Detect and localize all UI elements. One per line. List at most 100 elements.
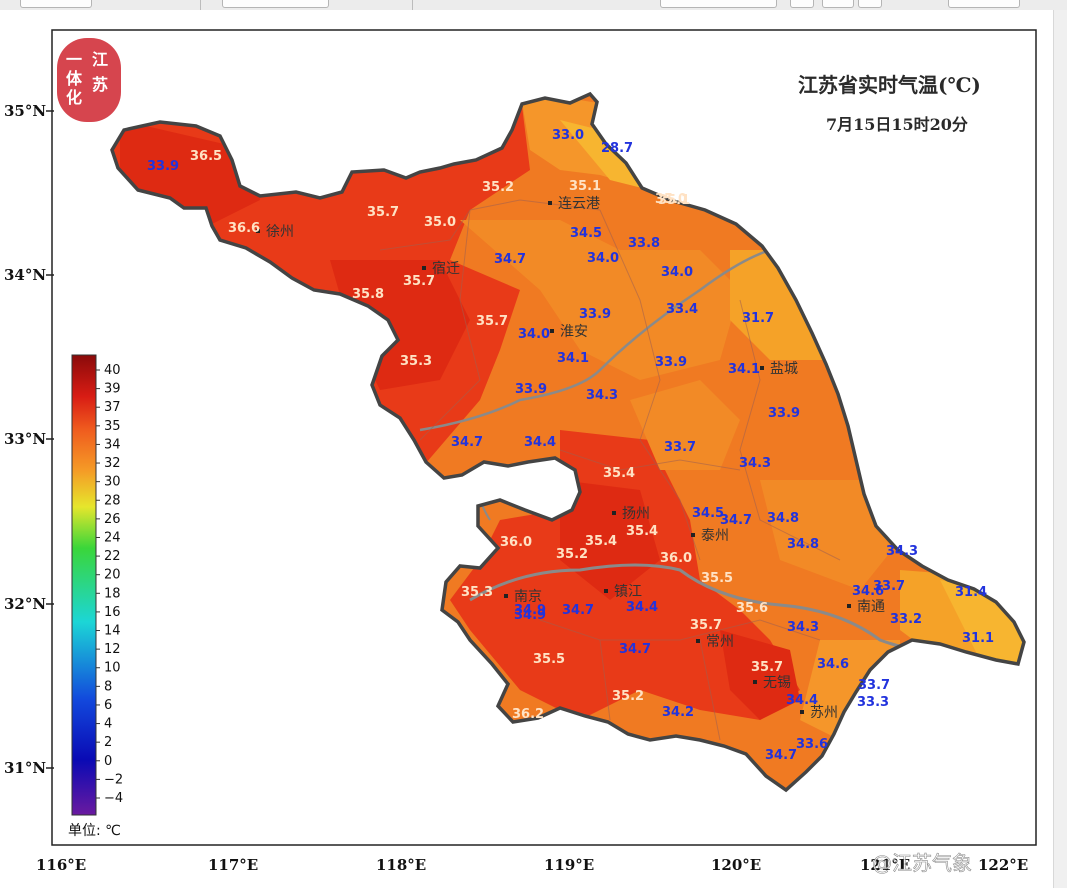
city-marker (696, 639, 700, 643)
station-temperature: 35.6 (736, 601, 768, 616)
station-temperature: 33.6 (796, 737, 828, 752)
station-temperature: 36.0 (500, 535, 532, 550)
station-temperature: 35.4 (626, 524, 658, 539)
toolbar-button[interactable] (660, 0, 777, 8)
lon-label-119: 119°E (544, 856, 594, 874)
station-temperature: 35.3 (400, 354, 432, 369)
station-temperature: 36.0 (660, 551, 692, 566)
toolbar-button[interactable] (948, 0, 1020, 8)
lon-label-118: 118°E (376, 856, 426, 874)
station-temperature: 34.7 (494, 252, 526, 267)
station-temperature: 34.0 (661, 265, 693, 280)
station-temperature: 35.2 (482, 180, 514, 195)
city-label: 南京 (514, 589, 542, 605)
city-label: 常州 (706, 634, 734, 650)
station-temperature: 33.9 (515, 382, 547, 397)
station-temperature: 36.5 (190, 149, 222, 164)
svg-text:苏: 苏 (92, 75, 108, 94)
station-temperature: 33.0 (552, 128, 584, 143)
legend-tick-label: 2 (104, 735, 112, 750)
station-temperature: 34.5 (692, 506, 724, 521)
station-temperature: 35.1 (569, 179, 601, 194)
station-temperature: 33.7 (664, 440, 696, 455)
svg-text:体: 体 (66, 69, 83, 88)
toolbar-button[interactable] (790, 0, 814, 8)
legend-tick-label: 20 (104, 568, 121, 583)
svg-text:化: 化 (66, 88, 82, 107)
station-temperature: 34.9 (514, 608, 546, 623)
longitude-axis: 116°E 117°E 118°E 119°E 120°E 121°E 122°… (36, 856, 1028, 874)
legend-tick-label: 14 (104, 624, 121, 639)
legend-tick-label: 8 (104, 679, 112, 694)
legend-tick-label: −4 (104, 791, 123, 806)
legend-tick-label: 26 (104, 512, 121, 527)
city-marker (550, 329, 554, 333)
station-temperature: 34.7 (562, 603, 594, 618)
station-temperature: 33.7 (858, 678, 890, 693)
station-temperature: 34.4 (524, 435, 556, 450)
city-marker (800, 710, 804, 714)
station-temperature: 35.3 (461, 585, 493, 600)
toolbar-button[interactable] (20, 0, 92, 8)
station-temperature: 31.1 (962, 631, 994, 646)
station-temperature: 35.7 (403, 274, 435, 289)
city-marker (691, 533, 695, 537)
station-temperature: 33.2 (890, 612, 922, 627)
city-marker (422, 266, 426, 270)
station-temperature: 33.7 (873, 579, 905, 594)
latitude-axis: 35°N 34°N 33°N 32°N 31°N (4, 102, 54, 777)
lat-label-35: 35°N (4, 102, 46, 120)
lat-label-31: 31°N (4, 759, 46, 777)
station-temperature: 35.5 (701, 571, 733, 586)
legend-tick-label: 12 (104, 642, 121, 657)
station-temperature: 34.9 (514, 603, 546, 618)
station-temperature: 34.1 (557, 351, 589, 366)
station-temperature: 34.3 (787, 620, 819, 635)
legend-tick-label: 4 (104, 717, 112, 732)
legend-tick-label: 40 (104, 363, 121, 378)
station-temperature: 35.7 (690, 618, 722, 633)
station-temperature: 34.7 (619, 642, 651, 657)
station-temperature: 34.7 (765, 748, 797, 763)
station-temperature: 35.4 (585, 534, 617, 549)
city-label: 宿迁 (432, 260, 460, 277)
lon-label-120: 120°E (711, 856, 761, 874)
color-legend: 403937353432302826242220181614121086420−… (68, 354, 123, 839)
city-marker (612, 511, 616, 515)
legend-tick-label: 39 (104, 382, 121, 397)
toolbar-button[interactable] (822, 0, 854, 8)
lon-label-121: 121°E (860, 856, 910, 874)
legend-tick-label: 6 (104, 698, 112, 713)
lat-label-34: 34°N (4, 266, 46, 284)
city-marker (256, 229, 260, 233)
station-temperature: 35.2 (556, 547, 588, 562)
station-temperature: 34.6 (817, 657, 849, 672)
station-temperature: 31.4 (955, 585, 987, 600)
station-temperature: 34.5 (570, 226, 602, 241)
legend-tick-label: −2 (104, 772, 123, 787)
city-label: 徐州 (266, 224, 294, 240)
station-temperature: 35.7 (367, 205, 399, 220)
station-temperature: 34.8 (787, 537, 819, 552)
toolbar-button[interactable] (858, 0, 882, 8)
station-temperature: 33.9 (579, 307, 611, 322)
station-temperature: 36.2 (512, 707, 544, 722)
city-label: 镇江 (614, 584, 642, 600)
legend-tick-label: 35 (104, 419, 121, 434)
vertical-scrollbar[interactable] (1053, 10, 1067, 888)
legend-tick-label: 10 (104, 661, 121, 676)
lat-label-33: 33°N (4, 430, 46, 448)
city-label: 淮安 (560, 324, 588, 340)
lon-label-116: 116°E (36, 856, 86, 874)
station-temperature: 33.9 (768, 406, 800, 421)
station-temperature: 35.0 (655, 192, 687, 207)
svg-text:一: 一 (66, 50, 82, 69)
station-temperature: 33.9 (655, 355, 687, 370)
legend-tick-label: 28 (104, 493, 121, 508)
toolbar-button[interactable] (222, 0, 329, 8)
legend-tick-label: 24 (104, 530, 121, 545)
station-temperature: 34.6 (852, 584, 884, 599)
jiangsu-logo: 一 体 化 江 苏 (57, 38, 121, 122)
map-subtitle: 7月15日15时20分 (826, 115, 968, 134)
